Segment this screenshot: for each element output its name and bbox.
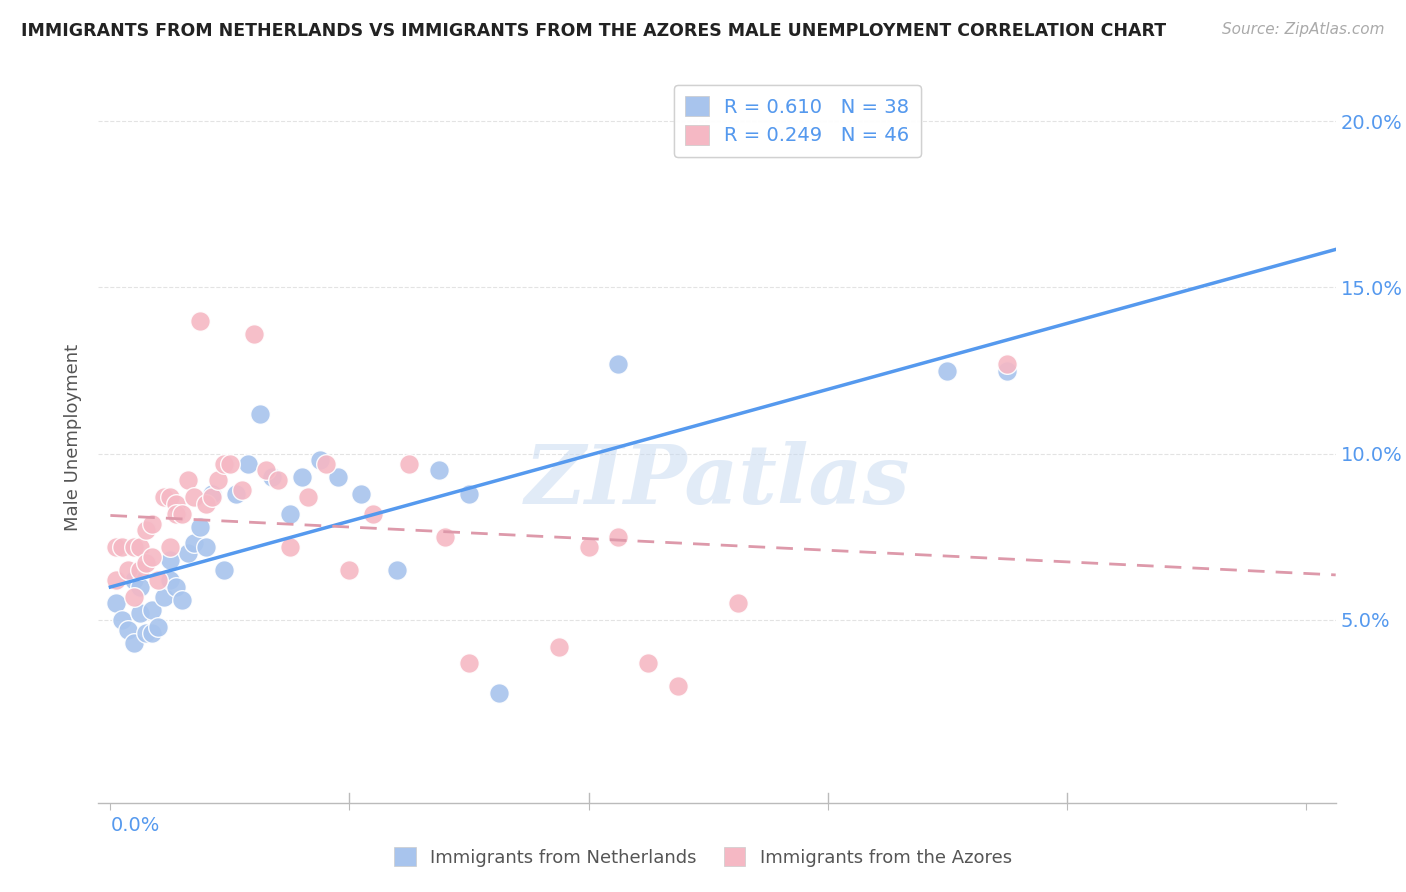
- Point: [159, 573, 181, 587]
- Point: [124, 636, 146, 650]
- Point: [165, 580, 187, 594]
- Point: [278, 540, 301, 554]
- Point: [159, 540, 181, 554]
- Point: [117, 623, 139, 637]
- Point: [363, 507, 385, 521]
- Point: [172, 507, 194, 521]
- Point: [159, 490, 181, 504]
- Point: [159, 553, 181, 567]
- Point: [578, 540, 600, 554]
- Text: 0.0%: 0.0%: [111, 816, 160, 835]
- Point: [727, 596, 749, 610]
- Point: [141, 603, 163, 617]
- Point: [129, 607, 152, 621]
- Point: [195, 497, 218, 511]
- Point: [148, 619, 170, 633]
- Point: [105, 573, 128, 587]
- Point: [177, 546, 200, 560]
- Point: [117, 563, 139, 577]
- Point: [165, 507, 187, 521]
- Point: [666, 680, 689, 694]
- Point: [249, 407, 271, 421]
- Point: [165, 497, 187, 511]
- Point: [141, 516, 163, 531]
- Point: [129, 563, 152, 577]
- Point: [105, 596, 128, 610]
- Point: [172, 593, 194, 607]
- Point: [183, 536, 205, 550]
- Point: [129, 580, 152, 594]
- Point: [260, 470, 283, 484]
- Point: [236, 457, 259, 471]
- Point: [177, 473, 200, 487]
- Point: [129, 540, 152, 554]
- Point: [637, 656, 659, 670]
- Point: [135, 626, 157, 640]
- Point: [267, 473, 290, 487]
- Point: [141, 549, 163, 564]
- Point: [326, 470, 349, 484]
- Point: [188, 314, 211, 328]
- Point: [195, 540, 218, 554]
- Point: [207, 473, 229, 487]
- Point: [124, 540, 146, 554]
- Point: [183, 490, 205, 504]
- Point: [291, 470, 314, 484]
- Point: [350, 486, 373, 500]
- Point: [308, 453, 330, 467]
- Y-axis label: Male Unemployment: Male Unemployment: [65, 343, 83, 531]
- Text: IMMIGRANTS FROM NETHERLANDS VS IMMIGRANTS FROM THE AZORES MALE UNEMPLOYMENT CORR: IMMIGRANTS FROM NETHERLANDS VS IMMIGRANT…: [21, 22, 1166, 40]
- Point: [387, 563, 409, 577]
- Point: [297, 490, 319, 504]
- Point: [339, 563, 361, 577]
- Point: [201, 486, 224, 500]
- Point: [111, 613, 134, 627]
- Point: [201, 490, 224, 504]
- Legend: Immigrants from Netherlands, Immigrants from the Azores: Immigrants from Netherlands, Immigrants …: [387, 840, 1019, 874]
- Point: [231, 483, 253, 498]
- Point: [427, 463, 450, 477]
- Point: [219, 457, 242, 471]
- Point: [124, 573, 146, 587]
- Point: [995, 357, 1018, 371]
- Point: [278, 507, 301, 521]
- Point: [188, 520, 211, 534]
- Point: [607, 357, 630, 371]
- Legend: R = 0.610   N = 38, R = 0.249   N = 46: R = 0.610 N = 38, R = 0.249 N = 46: [673, 85, 921, 157]
- Point: [434, 530, 457, 544]
- Point: [148, 573, 170, 587]
- Point: [225, 486, 247, 500]
- Point: [315, 457, 337, 471]
- Point: [936, 363, 959, 377]
- Point: [135, 523, 157, 537]
- Point: [105, 540, 128, 554]
- Point: [135, 557, 157, 571]
- Point: [212, 563, 235, 577]
- Point: [243, 326, 266, 341]
- Point: [141, 626, 163, 640]
- Point: [995, 363, 1018, 377]
- Point: [153, 590, 176, 604]
- Point: [153, 490, 176, 504]
- Text: Source: ZipAtlas.com: Source: ZipAtlas.com: [1222, 22, 1385, 37]
- Point: [212, 457, 235, 471]
- Point: [458, 656, 481, 670]
- Point: [254, 463, 277, 477]
- Point: [458, 486, 481, 500]
- Point: [488, 686, 510, 700]
- Point: [547, 640, 569, 654]
- Point: [111, 540, 134, 554]
- Point: [398, 457, 420, 471]
- Point: [124, 590, 146, 604]
- Text: ZIPatlas: ZIPatlas: [524, 441, 910, 521]
- Point: [607, 530, 630, 544]
